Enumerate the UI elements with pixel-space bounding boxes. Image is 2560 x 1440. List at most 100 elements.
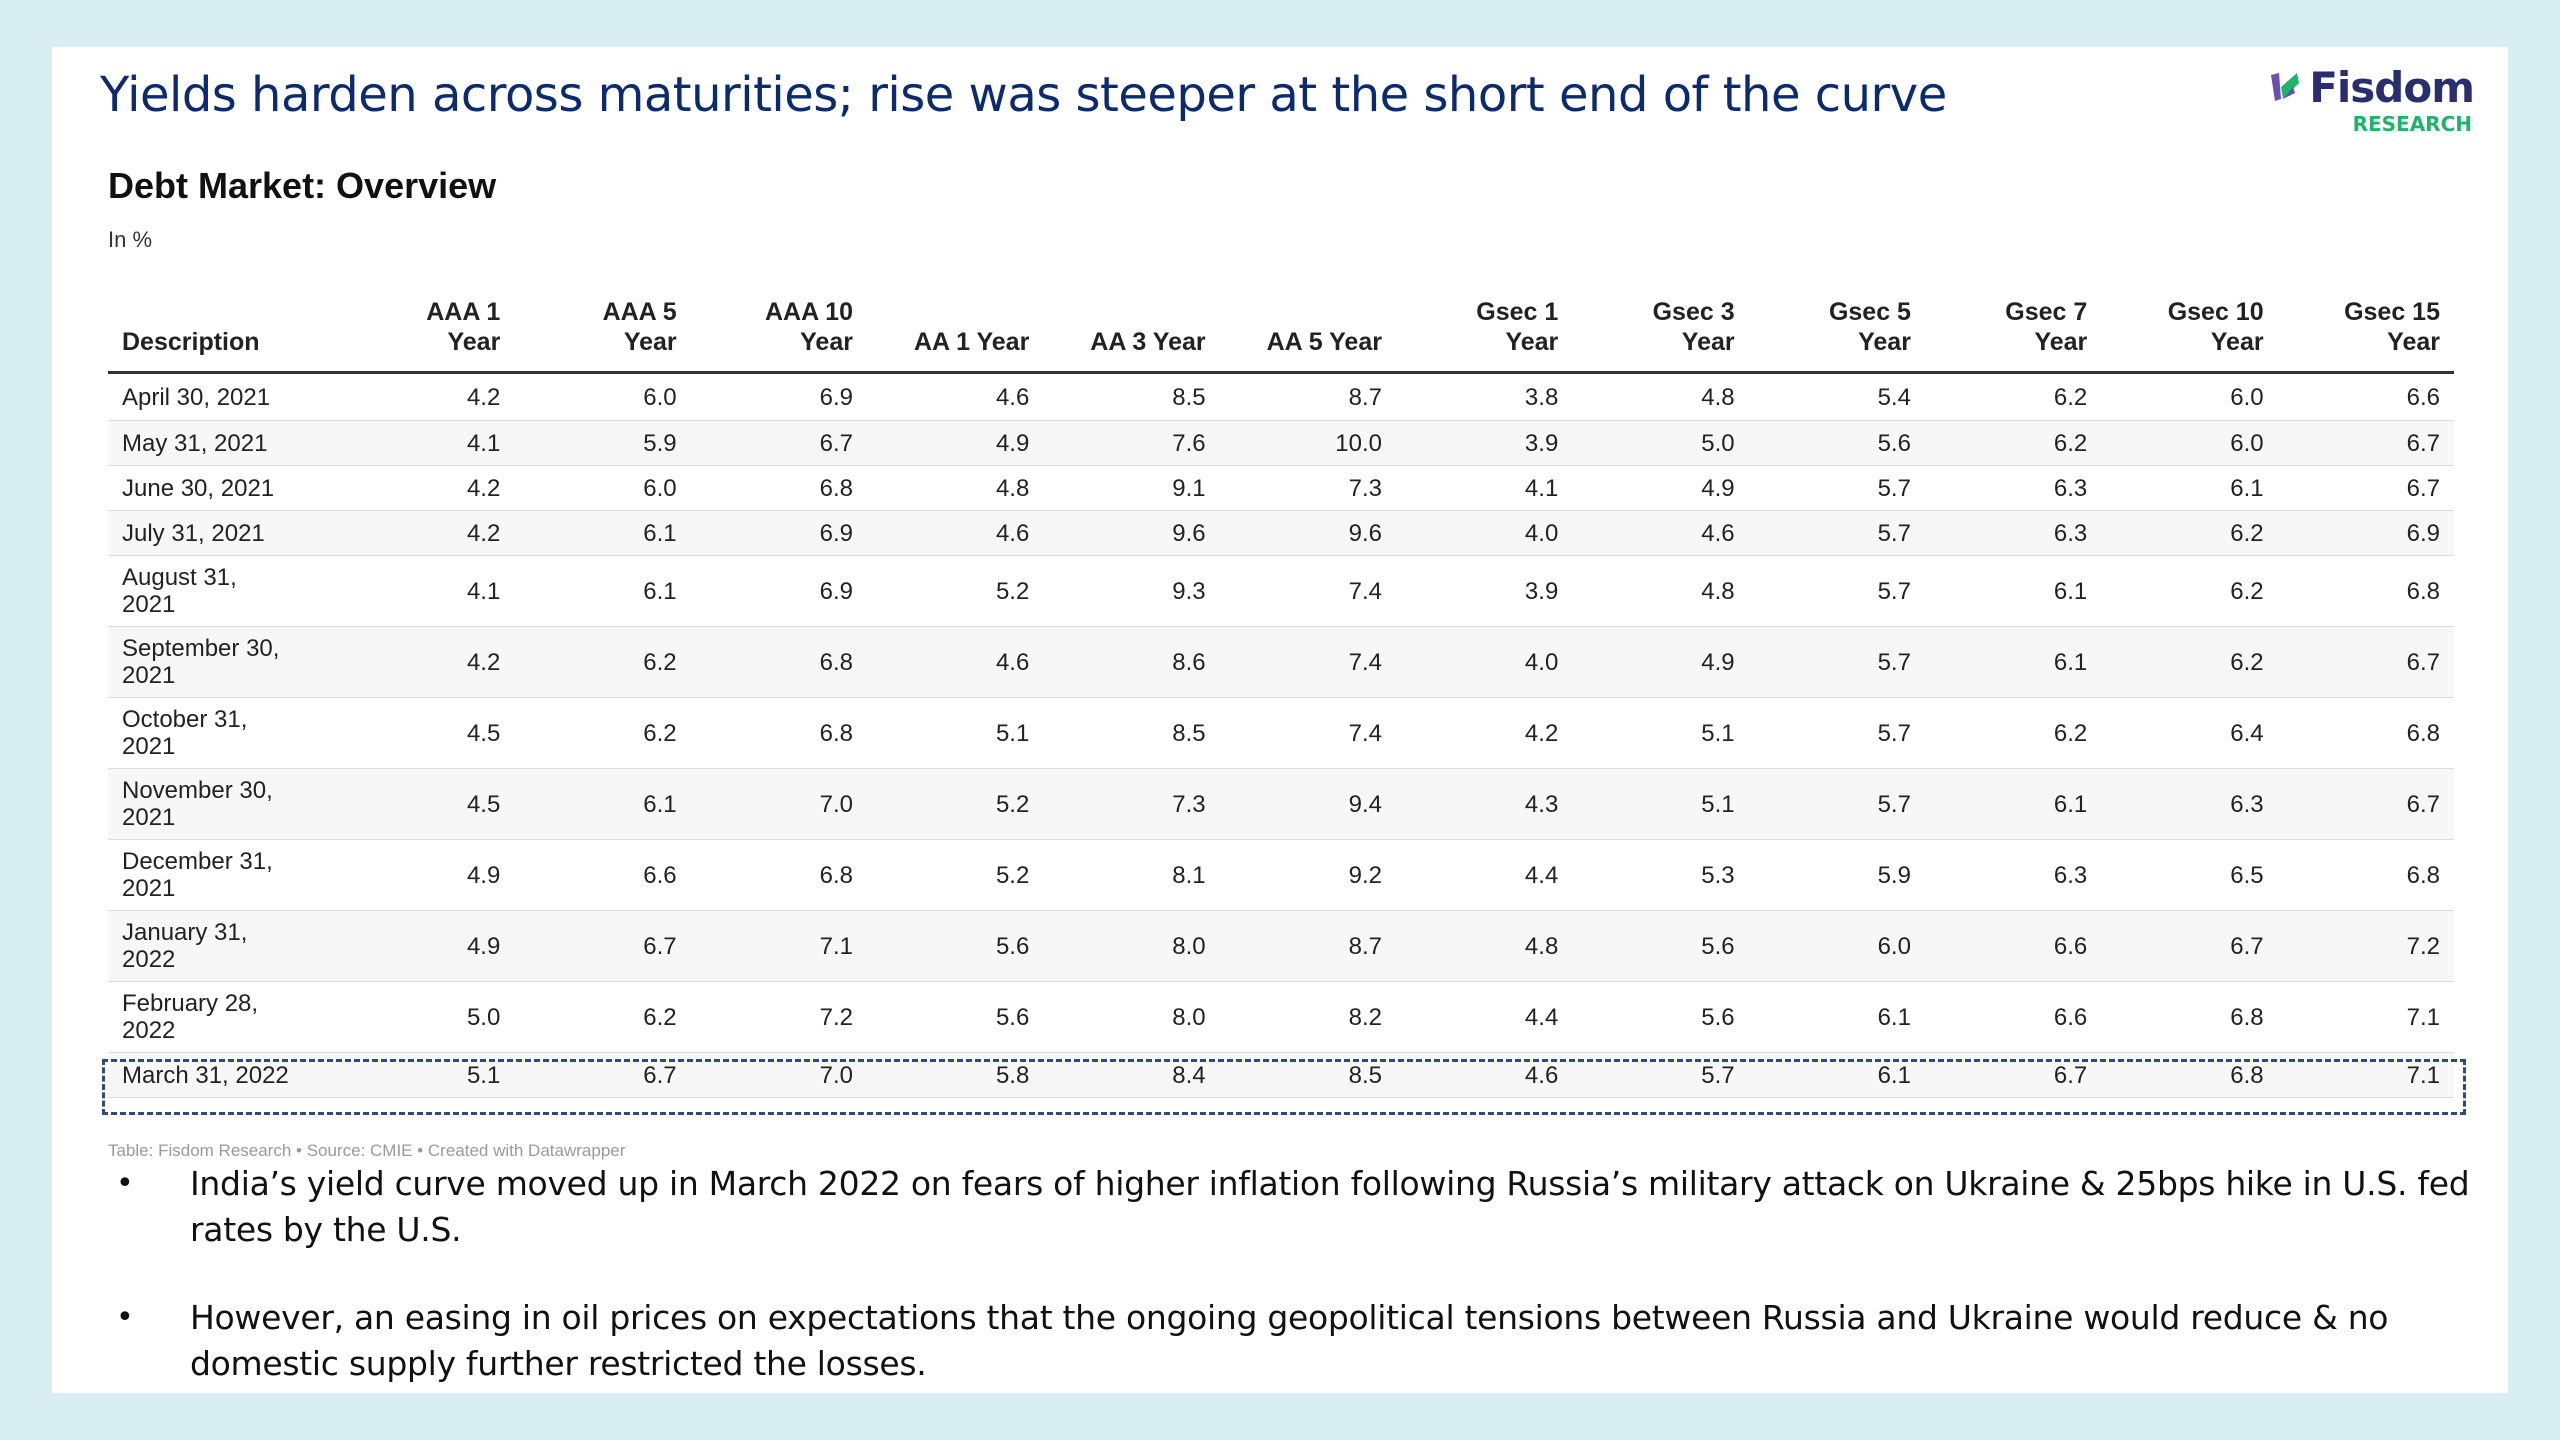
- bullet-dot: •: [116, 1300, 134, 1335]
- yield-cell: 6.8: [2277, 697, 2454, 769]
- yield-cell: 8.0: [1043, 910, 1220, 982]
- yield-cell: 7.4: [1219, 626, 1396, 698]
- yield-cell: 5.2: [866, 839, 1044, 911]
- yield-cell: 5.7: [1748, 555, 1925, 627]
- date-label: December 31,: [122, 848, 273, 875]
- yield-cell: 6.0: [514, 465, 691, 511]
- yield-cell: 6.8: [690, 839, 867, 911]
- yield-cell: 6.0: [2101, 420, 2278, 466]
- date-label: April 30, 2021: [122, 383, 271, 411]
- column-header-label: AAA 5: [602, 298, 677, 326]
- yield-cell: 5.6: [1748, 420, 1925, 466]
- yield-cell: 7.4: [1219, 555, 1396, 627]
- yield-cell: 4.4: [1395, 981, 1573, 1053]
- yield-cell: 3.9: [1395, 555, 1573, 627]
- yield-cell: 7.1: [690, 910, 867, 982]
- date-label: October 31,: [122, 706, 248, 733]
- column-header-label: Year: [800, 328, 853, 356]
- column-header-label: Gsec 7: [2005, 298, 2088, 326]
- table-row: August 31, 2021 4.1 6.1 6.9 5.2 9.3 7.4 3.9 4.8 5.…: [108, 555, 2454, 627]
- yield-cell: 6.8: [690, 626, 867, 698]
- column-header: Gsec 15 Year: [2277, 297, 2454, 374]
- yield-cell: 9.6: [1043, 510, 1220, 556]
- bullet-list: • India’s yield curve moved up in March …: [116, 1161, 2496, 1429]
- date-cell: December 31, 2021: [108, 839, 338, 911]
- yield-cell: 5.6: [1572, 910, 1749, 982]
- yield-cell: 4.9: [338, 839, 515, 911]
- yield-cell: 6.6: [514, 839, 691, 911]
- yield-cell: 5.9: [514, 420, 691, 466]
- table-row: May 31, 2021 4.1 5.9 6.7 4.9 7.6 10.0 3.9 5.0 5.6…: [108, 420, 2454, 466]
- yield-cell: 6.8: [2101, 981, 2278, 1053]
- date-label: 2021: [122, 733, 176, 760]
- column-header-label: Year: [2387, 328, 2440, 356]
- yield-cell: 4.8: [1395, 910, 1573, 982]
- table-row: October 31, 2021 4.5 6.2 6.8 5.1 8.5 7.4 4.2 5.1 5…: [108, 697, 2454, 769]
- column-header-label: AA 3 Year: [1090, 328, 1206, 356]
- yield-cell: 6.3: [2101, 768, 2278, 840]
- column-header-label: Gsec 15: [2344, 298, 2440, 326]
- yield-cell: 10.0: [1219, 420, 1396, 466]
- column-header: Gsec 7 Year: [1924, 297, 2102, 374]
- yield-cell: 4.9: [1572, 465, 1749, 511]
- date-label: 2021: [122, 591, 176, 618]
- column-header-label: Year: [2034, 328, 2088, 356]
- column-header-label: Gsec 5: [1828, 298, 1911, 326]
- yield-cell: 6.8: [2277, 555, 2454, 627]
- column-header-label: Gsec 10: [2167, 298, 2264, 326]
- yield-cell: 4.5: [338, 768, 515, 840]
- yield-cell: 3.8: [1395, 372, 1573, 421]
- yield-cell: 4.5: [338, 697, 515, 769]
- yield-cell: 4.1: [338, 420, 515, 466]
- yield-cell: 6.1: [1924, 768, 2102, 840]
- yield-cell: 6.2: [1924, 372, 2102, 421]
- yield-cell: 4.1: [1395, 465, 1573, 511]
- column-header: Description: [108, 297, 338, 374]
- yield-cell: 7.3: [1219, 465, 1396, 511]
- yield-cell: 5.6: [866, 910, 1044, 982]
- yield-cell: 6.8: [690, 697, 867, 769]
- yield-cell: 4.2: [338, 510, 515, 556]
- date-cell: August 31, 2021: [108, 555, 338, 627]
- yield-cell: 6.7: [2277, 420, 2454, 466]
- table-row: February 28, 2022 5.0 6.2 7.2 5.6 8.0 8.2 4.4 5.6…: [108, 981, 2454, 1053]
- table-row: June 30, 2021 4.2 6.0 6.8 4.8 9.1 7.3 4.1 4.9 5.7…: [108, 465, 2454, 511]
- yield-cell: 6.3: [1924, 465, 2102, 511]
- column-header: Gsec 3 Year: [1572, 297, 1749, 374]
- yield-cell: 5.9: [1748, 839, 1925, 911]
- yield-cell: 8.2: [1219, 981, 1396, 1053]
- table-row: November 30, 2021 4.5 6.1 7.0 5.2 7.3 9.4 4.3 5.1…: [108, 768, 2454, 840]
- date-label: 2021: [122, 875, 176, 902]
- table-row: December 31, 2021 4.9 6.6 6.8 5.2 8.1 9.2 4.4 5.3…: [108, 839, 2454, 911]
- yield-cell: 5.6: [866, 981, 1044, 1053]
- column-header-label: AAA 1: [426, 298, 501, 326]
- yield-cell: 4.0: [1395, 626, 1573, 698]
- bullet-dot: •: [116, 1166, 134, 1201]
- yield-cell: 8.7: [1219, 372, 1396, 421]
- yield-cell: 7.3: [1043, 768, 1220, 840]
- yield-cell: 8.6: [1043, 626, 1220, 698]
- column-header: AA 5 Year: [1219, 297, 1396, 374]
- date-cell: January 31, 2022: [108, 910, 338, 982]
- yield-cell: 4.9: [1572, 626, 1749, 698]
- yield-cell: 5.7: [1748, 697, 1925, 769]
- yield-cell: 4.6: [866, 372, 1044, 421]
- yield-cell: 6.6: [2277, 372, 2454, 421]
- yield-cell: 4.2: [338, 465, 515, 511]
- date-label: June 30, 2021: [122, 474, 275, 502]
- date-cell: May 31, 2021: [108, 420, 338, 466]
- yield-cell: 8.5: [1043, 697, 1220, 769]
- date-cell: April 30, 2021: [108, 372, 338, 421]
- yield-cell: 9.1: [1043, 465, 1220, 511]
- date-cell: November 30, 2021: [108, 768, 338, 840]
- yield-cell: 6.2: [514, 981, 691, 1053]
- column-header-label: Year: [1681, 328, 1735, 356]
- yield-cell: 6.7: [2277, 626, 2454, 698]
- yield-cell: 5.0: [1572, 420, 1749, 466]
- column-header-label: Gsec 1: [1476, 298, 1559, 326]
- column-header: AAA 5 Year: [514, 297, 691, 374]
- yield-cell: 4.1: [338, 555, 515, 627]
- column-header: Gsec 1 Year: [1395, 297, 1573, 374]
- table-row: April 30, 2021 4.2 6.0 6.9 4.6 8.5 8.7 3.8 4.8 5.…: [108, 372, 2454, 421]
- column-header: Gsec 5 Year: [1748, 297, 1925, 374]
